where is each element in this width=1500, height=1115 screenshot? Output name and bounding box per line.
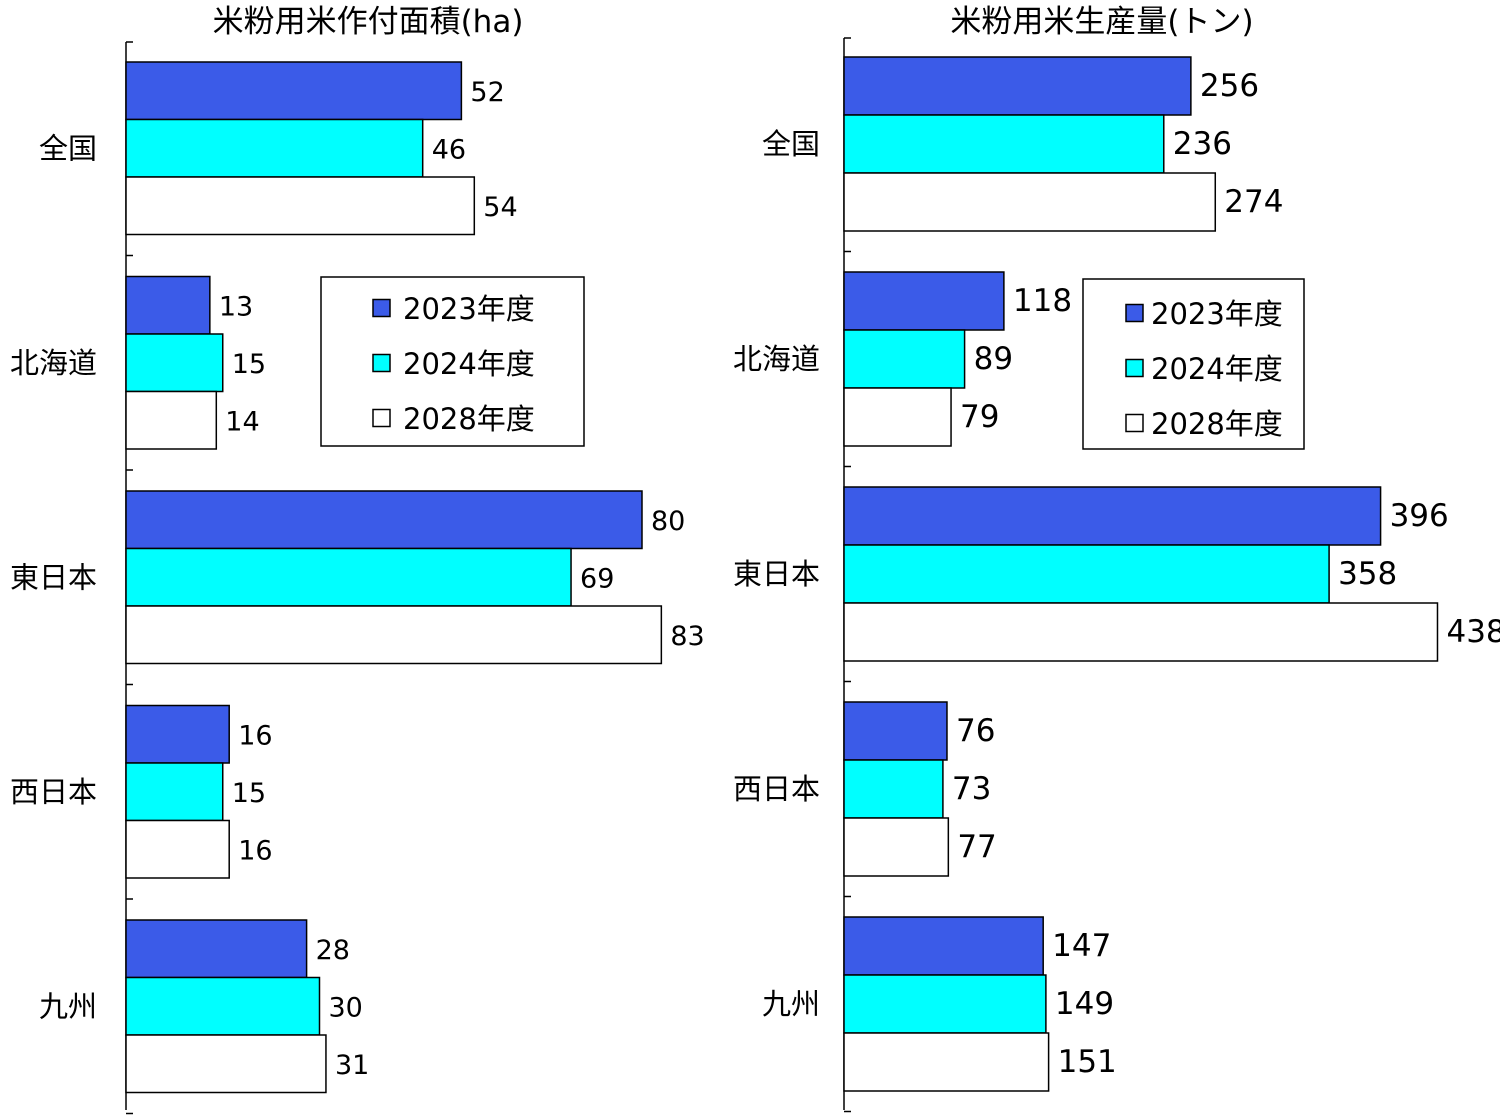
bar xyxy=(125,919,308,979)
data-label: 15 xyxy=(232,778,266,809)
legend-swatch xyxy=(1125,358,1144,378)
bar xyxy=(125,275,211,335)
data-label: 14 xyxy=(225,406,259,437)
bar xyxy=(843,1032,1050,1092)
category-label: 北海道 xyxy=(10,346,97,380)
data-label: 54 xyxy=(483,192,517,223)
data-label: 77 xyxy=(957,829,996,865)
legend-swatch xyxy=(1125,413,1144,433)
data-label: 396 xyxy=(1390,498,1449,534)
bar xyxy=(125,547,572,607)
data-label: 76 xyxy=(956,713,995,749)
category-label: 東日本 xyxy=(733,557,820,591)
bar xyxy=(125,176,476,236)
data-label: 89 xyxy=(974,341,1013,377)
category-label: 九州 xyxy=(762,987,820,1021)
data-label: 149 xyxy=(1055,986,1114,1022)
category-label: 北海道 xyxy=(733,342,820,376)
data-label: 16 xyxy=(238,720,272,751)
bar xyxy=(125,118,424,178)
bar xyxy=(125,819,230,879)
data-label: 46 xyxy=(432,134,466,165)
data-label: 52 xyxy=(470,77,504,108)
bar xyxy=(843,329,966,389)
bar xyxy=(125,976,321,1036)
bar xyxy=(843,271,1005,331)
bar xyxy=(843,759,944,819)
category-label: 九州 xyxy=(39,989,97,1023)
legend-swatch xyxy=(372,298,391,318)
category-label: 全国 xyxy=(39,131,97,165)
legend-swatch xyxy=(372,408,391,428)
chart-title: 米粉用米作付面積(ha) xyxy=(213,4,524,40)
legend: 2023年度 2024年度 2028年度 xyxy=(320,276,585,447)
data-label: 151 xyxy=(1058,1044,1117,1080)
legend-label: 2028年度 xyxy=(1151,407,1283,441)
data-label: 15 xyxy=(232,349,266,380)
bar xyxy=(843,817,950,877)
bar xyxy=(125,704,230,764)
data-label: 236 xyxy=(1173,126,1232,162)
category-label: 全国 xyxy=(762,127,820,161)
data-label: 118 xyxy=(1013,283,1072,319)
data-label: 80 xyxy=(651,506,685,537)
bar xyxy=(843,974,1047,1034)
bar xyxy=(843,387,952,447)
category-label: 西日本 xyxy=(733,772,820,806)
data-label: 79 xyxy=(960,399,999,435)
bar xyxy=(843,602,1439,662)
bar xyxy=(843,701,948,761)
legend-swatch xyxy=(372,353,391,373)
data-label: 31 xyxy=(335,1050,369,1081)
legend-label: 2024年度 xyxy=(403,347,535,381)
legend-frame xyxy=(1082,278,1305,450)
category-label: 東日本 xyxy=(10,560,97,594)
legend-swatch xyxy=(1125,303,1144,323)
bar xyxy=(843,486,1382,546)
legend-label: 2024年度 xyxy=(1151,352,1283,386)
data-label: 30 xyxy=(329,992,363,1023)
data-label: 274 xyxy=(1224,184,1283,220)
legend-label: 2028年度 xyxy=(403,402,535,436)
bar xyxy=(125,762,224,822)
data-label: 147 xyxy=(1052,928,1111,964)
legend: 2023年度 2024年度 2028年度 xyxy=(1082,278,1305,450)
bar xyxy=(125,490,643,550)
bar xyxy=(843,114,1165,174)
bar xyxy=(843,172,1217,232)
bar xyxy=(125,1034,327,1094)
data-label: 83 xyxy=(670,621,704,652)
category-label: 西日本 xyxy=(10,775,97,809)
legend-label: 2023年度 xyxy=(403,292,535,326)
bar xyxy=(843,916,1044,976)
bar xyxy=(843,544,1330,604)
legend-frame xyxy=(320,276,585,447)
data-label: 28 xyxy=(316,935,350,966)
bar xyxy=(125,605,663,665)
data-label: 16 xyxy=(238,835,272,866)
data-label: 256 xyxy=(1200,68,1259,104)
bar xyxy=(843,56,1192,116)
bar xyxy=(125,61,463,121)
data-label: 69 xyxy=(580,563,614,594)
bar xyxy=(125,390,218,450)
data-label: 73 xyxy=(952,771,991,807)
legend-label: 2023年度 xyxy=(1151,297,1283,331)
bar xyxy=(125,333,224,393)
data-label: 438 xyxy=(1446,614,1500,650)
chart-title: 米粉用米生産量(トン) xyxy=(950,4,1253,40)
data-label: 13 xyxy=(219,291,253,322)
data-label: 358 xyxy=(1338,556,1397,592)
